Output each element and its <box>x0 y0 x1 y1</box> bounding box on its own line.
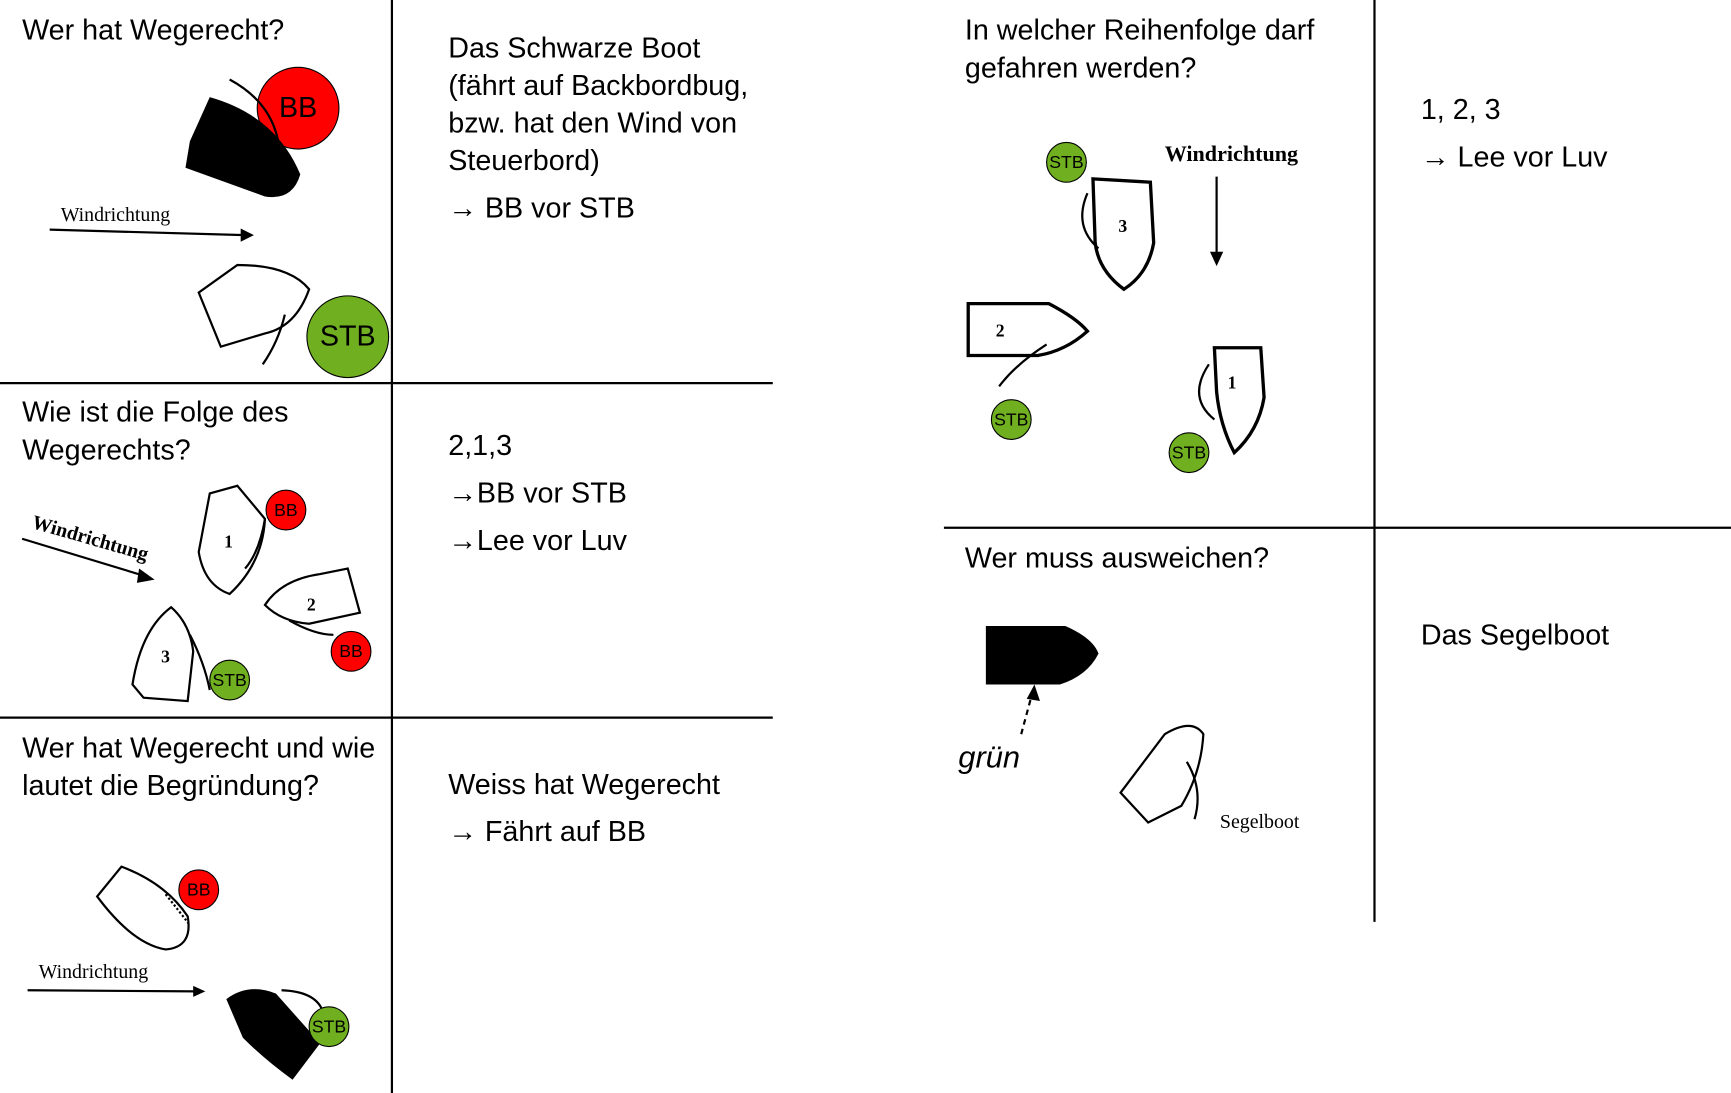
boat <box>131 605 195 703</box>
arrow-head <box>193 985 206 997</box>
answer-line: Weiss hat Wegerecht <box>448 767 720 801</box>
diagram: STB 3 Windrichtung 2 STB 1 STB <box>966 141 1298 474</box>
boat <box>263 567 362 625</box>
boat <box>226 989 321 1080</box>
diagram: BB Windrichtung STB <box>27 865 350 1080</box>
badge-label: STB <box>1172 442 1206 462</box>
sail <box>281 989 324 1011</box>
boat-number: 1 <box>224 532 233 552</box>
badge-label: STB <box>994 409 1028 429</box>
boat <box>966 301 1090 358</box>
badge <box>256 66 340 150</box>
answer-line: → Fährt auf BB <box>448 814 647 848</box>
boat-number: 2 <box>307 595 316 615</box>
badge <box>308 1006 350 1048</box>
badge-label: STB <box>212 670 246 690</box>
answer-line: →BB vor STB <box>448 475 627 509</box>
badge-label: STB <box>320 320 376 352</box>
boat <box>1119 724 1205 824</box>
badge <box>990 399 1032 440</box>
diagram: grün Segelboot <box>958 625 1300 833</box>
sail <box>288 619 334 636</box>
question: In welcher Reihenfolge darf gefahren wer… <box>964 13 1315 84</box>
answer-line: → Lee vor Luv <box>1420 140 1608 174</box>
badge <box>265 489 307 531</box>
badge <box>178 869 220 911</box>
label: grün <box>958 739 1020 774</box>
wind-label: Windrichtung <box>30 511 151 565</box>
boat <box>1212 346 1266 456</box>
wind-label: Windrichtung <box>61 204 171 226</box>
label: Segelboot <box>1220 811 1300 833</box>
badge-label: BB <box>339 641 363 661</box>
badge-label: BB <box>187 880 211 900</box>
wind-label: Windrichtung <box>1165 141 1298 166</box>
answer-line: 1, 2, 3 <box>1420 92 1501 126</box>
boat-number: 1 <box>1228 373 1237 393</box>
sail <box>244 518 267 570</box>
arrow-head <box>1026 684 1040 702</box>
answer: 2,1,3 →BB vor STB →Lee vor Luv <box>448 426 757 568</box>
boat <box>185 97 301 198</box>
sail <box>998 343 1048 388</box>
sail <box>1197 363 1216 421</box>
boat-number: 3 <box>1118 216 1127 236</box>
badge-label: BB <box>274 500 298 520</box>
answer-line: Das Segelboot <box>1420 618 1610 652</box>
badge-label: STB <box>1049 152 1083 172</box>
sail <box>261 314 286 365</box>
answer: 1, 2, 3 → Lee vor Luv <box>1421 91 1719 186</box>
boat <box>95 865 190 951</box>
answer: Das Segelboot <box>1421 616 1719 663</box>
sail <box>229 78 280 142</box>
badge-label: STB <box>312 1016 346 1036</box>
boat <box>985 625 1099 685</box>
answer-line: →Lee vor Luv <box>448 523 627 557</box>
course-arrow <box>1020 693 1034 735</box>
arrow-head <box>240 228 254 242</box>
sail <box>164 893 191 926</box>
question: Wer hat Wegerecht und wie lautet die Beg… <box>22 730 376 802</box>
boat <box>197 263 311 349</box>
answer-line: → BB vor STB <box>448 190 635 225</box>
wind-label: Windrichtung <box>39 961 149 983</box>
badge <box>330 630 372 672</box>
question: Wie ist die Folge des Wegerechts? <box>22 395 289 466</box>
diagram: BB Windrichtung STB <box>49 66 390 379</box>
question: Wer hat Wegerecht? <box>22 13 285 47</box>
wind-arrow <box>21 537 147 578</box>
badge <box>209 659 251 701</box>
wind-arrow <box>49 228 246 237</box>
sail <box>188 634 211 691</box>
question: Wer muss ausweichen? <box>964 540 1270 575</box>
boat <box>1091 177 1156 292</box>
arrow-head <box>136 568 155 583</box>
badge <box>1168 432 1210 474</box>
boat-number: 2 <box>996 321 1005 341</box>
answer: Weiss hat Wegerecht → Fährt auf BB <box>448 765 768 860</box>
sail <box>1185 761 1199 820</box>
wind-arrow <box>27 989 197 993</box>
answer: Das Schwarze Boot (fährt auf Backbordbug… <box>448 29 752 237</box>
badge <box>1046 141 1087 183</box>
answer-line: 2,1,3 <box>448 428 513 462</box>
badge-label: BB <box>279 92 317 124</box>
sail <box>1081 192 1100 250</box>
boat-number: 3 <box>161 646 170 666</box>
badge <box>306 295 390 379</box>
diagram: Windrichtung 1 BB 2 BB 3 STB <box>21 484 372 703</box>
answer-line: Das Schwarze Boot (fährt auf Backbordbug… <box>448 30 749 177</box>
arrow-head <box>1209 251 1224 267</box>
